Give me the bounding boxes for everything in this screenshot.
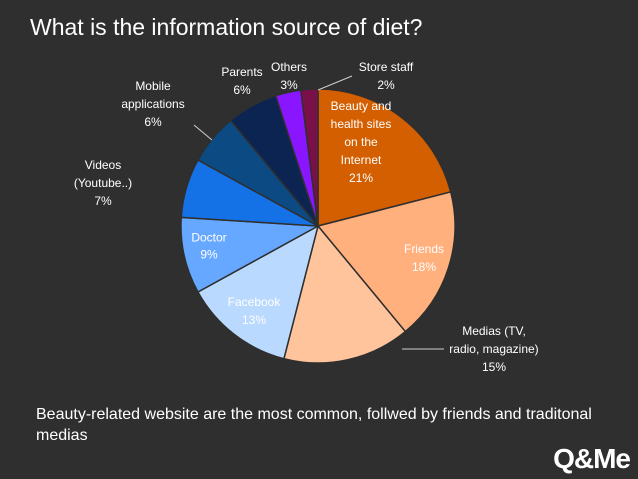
slice-name: radio, magazine): [449, 342, 538, 356]
leader-line: [193, 124, 213, 141]
slice-label: Medias (TV, radio, magazine) 15%: [449, 324, 538, 374]
slice-percent: 2%: [377, 78, 395, 92]
slice-label: Videos (Youtube..) 7%: [74, 158, 132, 208]
slice-name: Parents: [221, 65, 262, 79]
slice-name: Friends: [404, 242, 444, 256]
slice-name: Beauty and: [331, 99, 392, 113]
slice-name: Internet: [341, 153, 382, 167]
slice-label: Beauty and health sites on the Internet 21%: [331, 99, 392, 185]
slice-label: Friends 18%: [404, 242, 444, 274]
slice-name: Medias (TV,: [462, 324, 526, 338]
slice-name: on the: [344, 135, 378, 149]
slice-percent: 3%: [280, 78, 298, 92]
slice-label: Parents 6%: [221, 65, 262, 97]
slice-percent: 7%: [94, 194, 112, 208]
slice-name: Store staff: [359, 60, 414, 74]
slice-name: (Youtube..): [74, 176, 132, 190]
chart-caption: Beauty-related website are the most comm…: [36, 406, 592, 444]
pie-chart: Beauty and health sites on the Internet 21% F…: [74, 60, 539, 374]
pie-slice: [196, 224, 320, 360]
slice-name: Others: [271, 60, 307, 74]
slice-percent: 13%: [242, 313, 266, 327]
slice-label: Mobile applications 6%: [121, 79, 184, 129]
slice-label: Doctor 9%: [191, 231, 226, 262]
slice-name: health sites: [331, 117, 392, 131]
slice-percent: 6%: [144, 115, 162, 129]
slice-name: Mobile: [135, 79, 171, 93]
slice-name: Doctor: [191, 231, 226, 245]
slice-percent: 15%: [482, 360, 506, 374]
slice-label: Store staff 2%: [359, 60, 414, 92]
leader-line: [317, 75, 353, 91]
pie-slice: [316, 191, 456, 333]
slice-name: Videos: [85, 158, 121, 172]
qme-logo: Q&Me: [553, 443, 631, 474]
slice-percent: 6%: [233, 83, 251, 97]
pie-slice: [317, 88, 452, 227]
slice-label: Facebook 13%: [228, 295, 282, 327]
pie-slice: [299, 88, 319, 227]
slice-name: applications: [121, 97, 184, 111]
slice-percent: 9%: [200, 248, 218, 262]
page-title: What is the information source of diet?: [30, 14, 423, 40]
slice-percent: 18%: [412, 260, 436, 274]
slice-percent: 21%: [349, 171, 373, 185]
slice-name: Facebook: [228, 295, 282, 309]
pie-slice: [283, 224, 407, 364]
slice-label: Others 3%: [271, 60, 307, 92]
